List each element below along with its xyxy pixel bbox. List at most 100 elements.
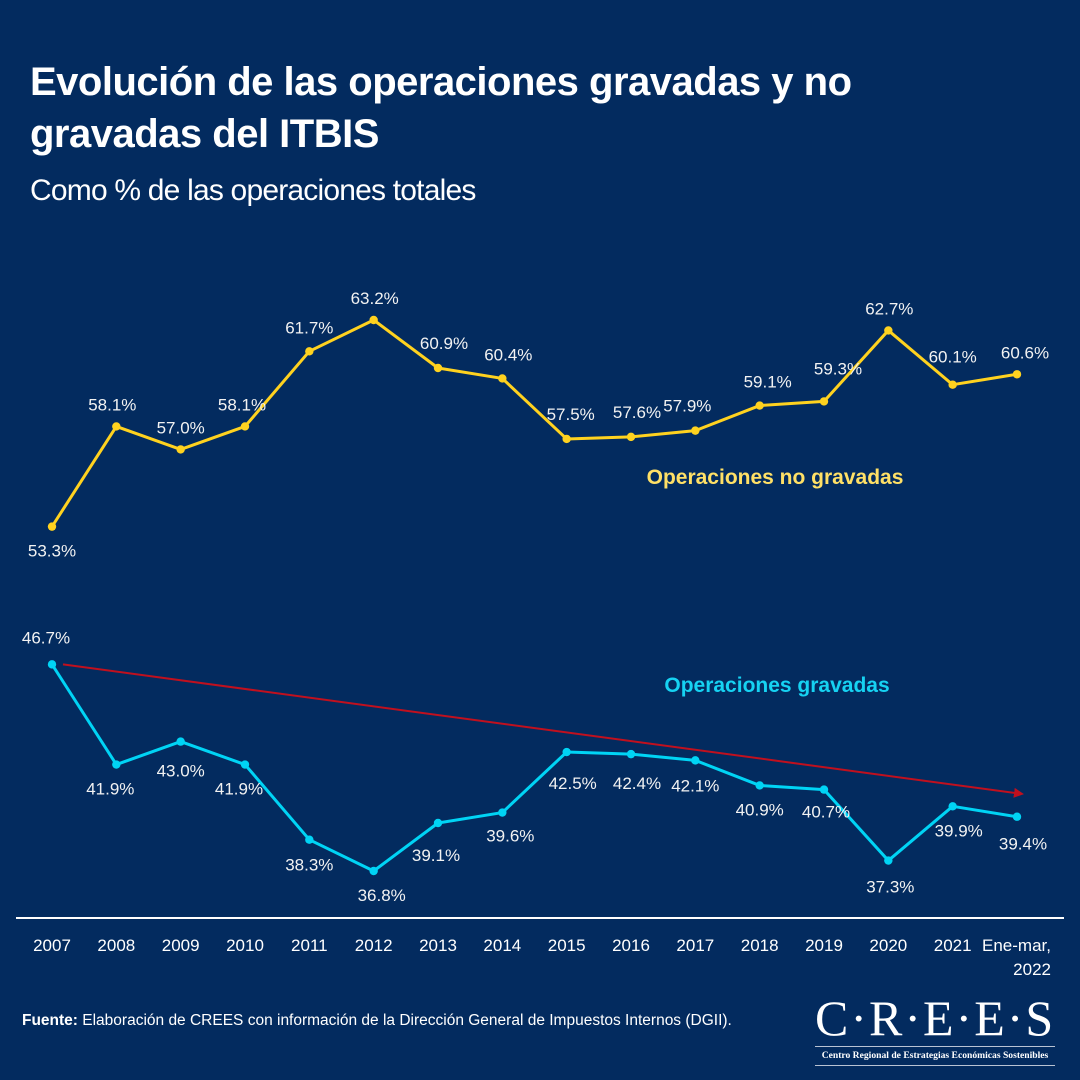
data-label: 63.2% [351,289,399,308]
data-point [176,737,185,746]
data-label: 53.3% [28,542,76,561]
data-label: 42.1% [671,776,719,795]
data-label: 57.0% [157,418,205,437]
data-point [626,432,636,442]
x-tick-label: 2009 [162,936,200,955]
data-point [755,781,764,790]
line-chart: 2007 2008 2009 2010 2011 2012 2013 2014 2015 2016… [16,289,1064,979]
trend-arrow-group [62,663,1024,798]
series-line [50,663,1018,873]
x-tick-label-line: 2011 [291,936,328,955]
data-label: 57.6% [613,403,661,422]
chart-title: Evolución de las operaciones gravadas y … [30,60,852,156]
data-label: 36.8% [358,886,406,905]
x-tick-label: 2018 [741,936,779,955]
data-point [47,522,57,531]
data-label: 40.7% [802,803,850,822]
x-tick-label: 2012 [355,936,393,955]
data-label: 59.3% [814,359,862,378]
series-gravadas: 46.7% 41.9% 43.0% 41.9% 38.3% 36.8% 39.1% 39.6%… [22,628,1047,905]
data-label: 42.5% [549,774,597,793]
x-tick-label-line: 2017 [676,936,714,955]
x-tick-label: 2020 [869,936,907,955]
series-no-gravadas: 53.3% 58.1% 57.0% 58.1% 61.7% 63.2% 60.9% 60.4%… [28,289,1049,561]
data-point [433,363,443,373]
data-point [948,380,957,389]
data-point [112,422,121,431]
data-point [498,808,507,817]
x-tick-label: 2019 [805,936,843,955]
data-label: 40.9% [736,800,784,819]
data-point [691,426,700,435]
data-label: 58.1% [88,395,136,414]
data-label: 61.7% [285,318,333,337]
data-point [755,401,764,410]
logo-divider [815,1046,1055,1047]
data-point [433,818,443,828]
series-line [50,318,1018,528]
data-label: 42.4% [613,774,661,793]
x-tick-label-line: 2012 [355,936,393,955]
series-name-gravadas: Operaciones gravadas [664,674,889,697]
data-point [176,445,185,454]
source-text: Elaboración de CREES con información de … [77,1012,732,1029]
x-axis-ticks: 2007 2008 2009 2010 2011 2012 2013 2014 2015 2016… [33,936,1051,979]
data-point [626,749,636,759]
data-label: 38.3% [285,856,333,875]
x-tick-label: 2016 [612,936,650,955]
data-point [240,760,250,769]
x-tick-label-line: 2015 [548,936,586,955]
x-tick-label: 2008 [97,936,135,955]
crees-logo: C·R·E·E·S Centro Regional de Estrategias… [815,992,1055,1066]
x-tick-label-line: 2013 [419,936,457,955]
logo-wordmark: C·R·E·E·S [815,990,1056,1046]
x-tick-label-line: 2016 [612,936,650,955]
data-point [369,315,378,325]
data-label: 41.9% [86,780,134,799]
data-label: 59.1% [744,373,792,392]
data-point [112,760,121,769]
x-tick-label-line: 2014 [483,936,521,955]
data-label: 60.9% [420,334,468,353]
data-point [948,802,957,811]
data-point [305,835,314,844]
x-tick-label: 2015 [548,936,586,955]
data-label: 41.9% [215,780,263,799]
data-point [819,785,829,794]
x-tick-label-line: 2007 [33,936,71,955]
data-label: 46.7% [22,628,70,647]
series-name-no-gravadas: Operaciones no gravadas [647,466,904,489]
data-point [691,756,700,765]
data-point [1012,370,1022,379]
data-label: 57.5% [547,405,595,424]
data-point [562,747,571,757]
x-tick-label-line: 2018 [741,936,779,955]
data-label: 39.9% [935,821,983,840]
logo-subtitle: Centro Regional de Estrategias Económica… [821,1050,1049,1061]
data-point [47,660,57,669]
data-label: 39.6% [486,827,534,846]
data-label: 39.1% [412,846,460,865]
data-point [240,422,250,431]
x-tick-label-line: 2019 [805,936,843,955]
x-tick-label: 2007 [33,936,71,955]
x-tick-label: 2021 [934,936,972,955]
x-tick-label: 2013 [419,936,457,955]
source-label: Fuente: [22,1012,78,1029]
data-point [1012,812,1022,821]
data-point [884,856,893,865]
data-point [369,866,378,876]
x-tick-label-line: 2009 [162,936,200,955]
x-tick-label-line: 2020 [869,936,907,955]
x-tick-label: 2014 [483,936,521,955]
logo-divider-bottom [815,1065,1055,1066]
data-point [819,397,829,406]
x-tick-label-line: 2008 [97,936,135,955]
x-tick-label: Ene-mar, 2022 [982,936,1051,979]
data-label: 60.4% [484,345,532,364]
x-tick-label-line: 2022 [1013,960,1051,979]
data-label: 60.6% [1001,343,1049,362]
data-point [884,326,893,335]
data-label: 39.4% [999,835,1047,854]
chart-subtitle: Como % de las operaciones totales [30,174,476,207]
